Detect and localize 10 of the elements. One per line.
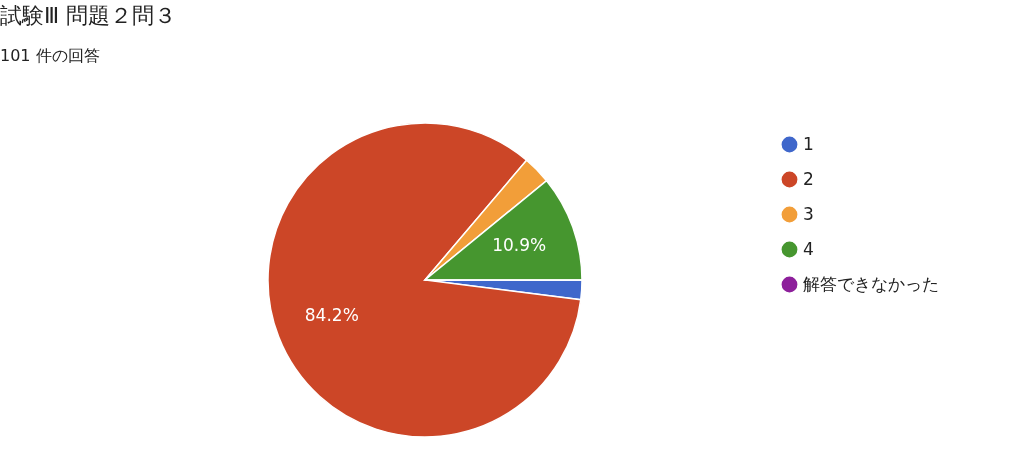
legend-label: 2: [803, 168, 814, 189]
text: 試験Ⅲ 問題２問３: [0, 3, 177, 28]
text: 101 件の回答: [0, 46, 100, 65]
data-label: 10.9%: [492, 235, 547, 256]
pie-slice: [267, 122, 582, 438]
legend-label: 3: [803, 203, 814, 224]
legend-label: 4: [803, 238, 814, 259]
legend-label: 解答できなかった: [803, 273, 939, 294]
legend-label: 1: [803, 133, 814, 154]
data-label: 84.2%: [304, 305, 359, 326]
